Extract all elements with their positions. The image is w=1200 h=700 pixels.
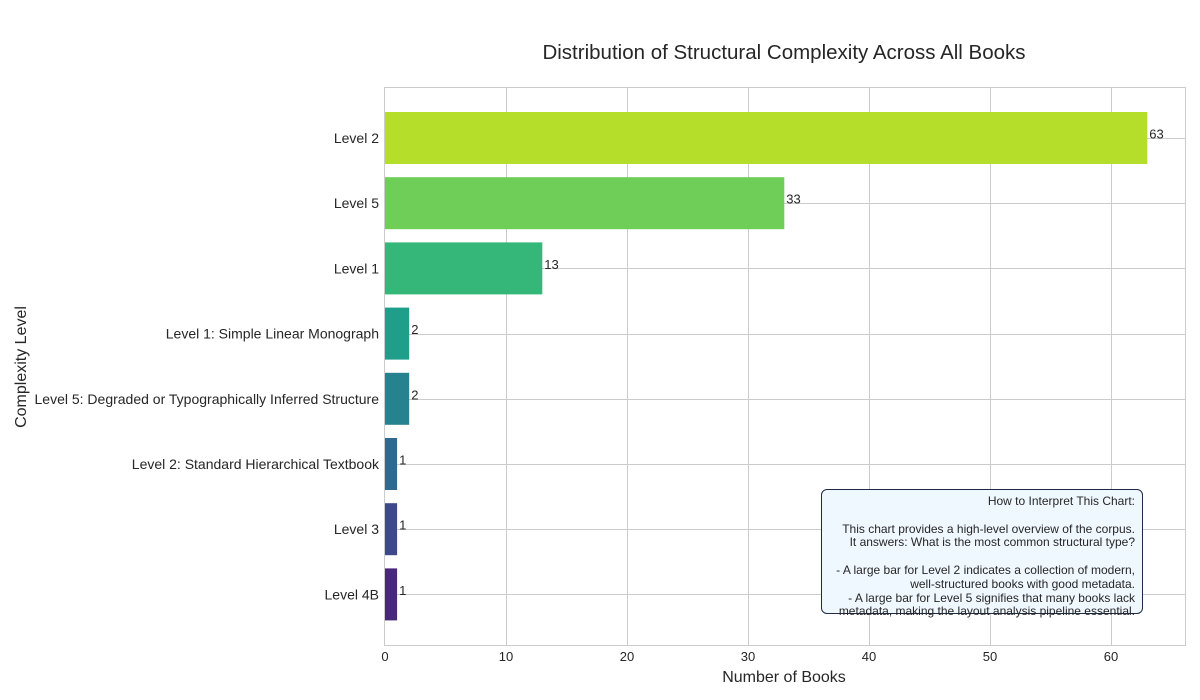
note-line — [822, 509, 1135, 523]
note-line: This chart provides a high-level overvie… — [842, 521, 1135, 536]
note-line: - A large bar for Level 5 signifies that… — [848, 590, 1135, 605]
x-tick-label: 20 — [620, 649, 634, 664]
category-label: Level 5: Degraded or Typographically Inf… — [35, 391, 380, 407]
x-tick-label: 40 — [862, 649, 876, 664]
category-label: Level 2 — [334, 130, 379, 146]
note-line: It answers: What is the most common stru… — [849, 535, 1135, 550]
bar-value-label: 2 — [411, 387, 418, 402]
bar — [385, 112, 1148, 164]
x-tick-label: 60 — [1104, 649, 1118, 664]
x-tick-label: 30 — [741, 649, 755, 664]
category-label: Level 3 — [334, 521, 379, 537]
note-line: metadata, making the layout analysis pip… — [838, 604, 1135, 619]
x-tick-label: 50 — [983, 649, 997, 664]
category-label: Level 5 — [334, 195, 379, 211]
bar-value-label: 1 — [399, 518, 406, 533]
value-labels: 63 33 13 2 2 1 1 1 — [399, 127, 1164, 598]
bar — [385, 242, 543, 295]
category-label: Level 1 — [334, 260, 379, 276]
bar — [385, 438, 398, 490]
plot-frame — [384, 87, 1186, 646]
bar-value-label: 33 — [786, 192, 800, 207]
chart-title: Distribution of Structural Complexity Ac… — [542, 41, 1025, 64]
bar-value-label: 2 — [411, 322, 418, 337]
bar-value-label: 13 — [544, 257, 558, 272]
bar — [385, 503, 398, 556]
bar — [385, 177, 785, 230]
note-line — [822, 550, 1135, 564]
category-labels: Level 2 Level 5 Level 1 Level 1: Simple Lin… — [35, 130, 380, 602]
note-line: How to Interpret This Chart: — [987, 494, 1135, 508]
bar-value-label: 1 — [399, 453, 406, 468]
bars — [385, 112, 1148, 621]
category-label: Level 4B — [325, 586, 379, 602]
category-label: Level 1: Simple Linear Monograph — [166, 326, 379, 342]
x-tick-label: 0 — [381, 649, 388, 664]
x-axis-label: Number of Books — [722, 669, 846, 686]
x-tick-label: 10 — [499, 649, 513, 664]
y-axis-label: Complexity Level — [13, 306, 30, 428]
x-ticks: 0 10 20 30 40 50 60 — [381, 649, 1118, 664]
bar-value-label: 63 — [1149, 127, 1163, 142]
category-label: Level 2: Standard Hierarchical Textbook — [132, 456, 380, 472]
note-line: well-structured books with good metadata… — [910, 576, 1135, 591]
bar-value-label: 1 — [399, 583, 406, 598]
interpretation-note-box: How to Interpret This Chart: This chart p… — [821, 489, 1143, 618]
bar — [385, 568, 398, 621]
bar — [385, 307, 410, 360]
note-line: - A large bar for Level 2 indicates a co… — [836, 562, 1135, 577]
bar — [385, 372, 410, 425]
